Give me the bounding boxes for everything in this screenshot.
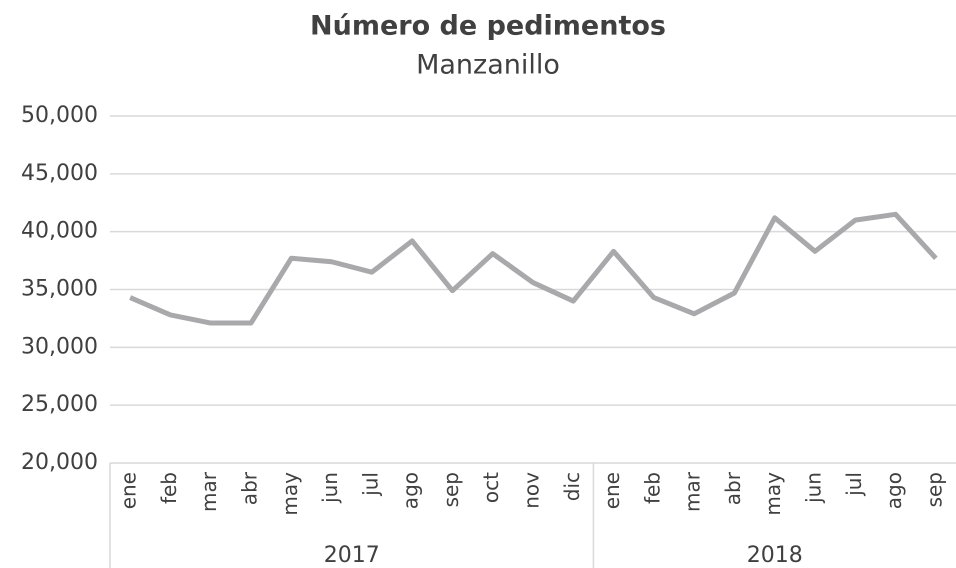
series-line — [129, 211, 938, 326]
x-tick-label: ago — [882, 472, 906, 509]
x-tick-label: oct — [479, 472, 503, 503]
x-tick-label: jun — [318, 472, 342, 504]
x-tick-label: sep — [922, 472, 946, 507]
y-tick-label: 50,000 — [21, 103, 98, 128]
y-tick-label: 25,000 — [21, 392, 98, 417]
x-tick-label: ene — [117, 472, 141, 509]
x-tick-label: jun — [802, 472, 826, 504]
y-tick-label: 40,000 — [21, 219, 98, 244]
x-tick-label: sep — [439, 472, 463, 507]
x-tick-label: mar — [197, 471, 221, 512]
y-tick-label: 20,000 — [21, 450, 98, 475]
x-tick-label: ene — [600, 472, 624, 509]
y-tick-label: 45,000 — [21, 161, 98, 186]
x-tick-label: mar — [681, 471, 705, 512]
x-tick-label: may — [278, 472, 302, 516]
x-tick-label: jul — [842, 472, 866, 497]
y-tick-label: 35,000 — [21, 277, 98, 302]
y-tick-label: 30,000 — [21, 334, 98, 359]
x-tick-label: abr — [721, 471, 745, 505]
x-tick-label: jul — [358, 472, 382, 497]
x-tick-label: nov — [520, 472, 544, 509]
chart-title: Número de pedimentos — [310, 11, 666, 42]
group-label: 2018 — [747, 543, 803, 568]
x-tick-label: ago — [399, 472, 423, 509]
x-tick-label: feb — [640, 472, 664, 504]
x-tick-label: may — [761, 472, 785, 516]
x-tick-label: feb — [157, 472, 181, 504]
chart-subtitle: Manzanillo — [416, 50, 560, 81]
group-label: 2017 — [324, 543, 380, 568]
x-tick-label: dic — [560, 472, 584, 501]
x-tick-label: abr — [238, 471, 262, 505]
